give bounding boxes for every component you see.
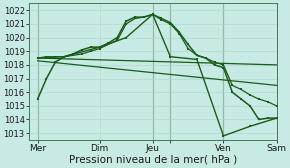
X-axis label: Pression niveau de la mer( hPa ): Pression niveau de la mer( hPa )	[68, 155, 237, 164]
